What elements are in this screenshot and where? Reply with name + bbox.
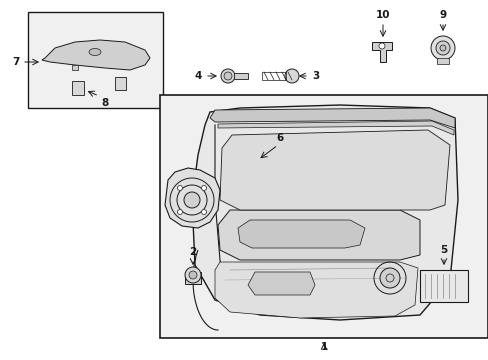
Bar bbox=[234, 73, 247, 79]
Polygon shape bbox=[184, 272, 201, 284]
Circle shape bbox=[177, 210, 182, 215]
Ellipse shape bbox=[89, 49, 101, 55]
Text: 7: 7 bbox=[13, 57, 20, 67]
Circle shape bbox=[184, 267, 201, 283]
Bar bbox=[436, 58, 448, 64]
Circle shape bbox=[435, 41, 449, 55]
Text: 5: 5 bbox=[440, 245, 447, 255]
Circle shape bbox=[430, 36, 454, 60]
Circle shape bbox=[439, 45, 445, 51]
Circle shape bbox=[221, 69, 235, 83]
Polygon shape bbox=[42, 40, 150, 70]
Polygon shape bbox=[72, 65, 78, 70]
Polygon shape bbox=[209, 108, 454, 128]
Circle shape bbox=[285, 69, 298, 83]
Bar bbox=[160, 95, 487, 338]
Polygon shape bbox=[247, 272, 314, 295]
Text: 9: 9 bbox=[439, 10, 446, 20]
Circle shape bbox=[189, 271, 197, 279]
Bar bbox=[115, 77, 126, 90]
Circle shape bbox=[224, 72, 231, 80]
Circle shape bbox=[201, 185, 206, 190]
Text: 4: 4 bbox=[194, 71, 202, 81]
Bar bbox=[72, 81, 84, 95]
Polygon shape bbox=[215, 262, 417, 318]
Circle shape bbox=[183, 192, 200, 208]
Bar bbox=[419, 270, 467, 302]
Text: 10: 10 bbox=[375, 10, 389, 20]
Circle shape bbox=[177, 185, 182, 190]
Polygon shape bbox=[371, 42, 391, 62]
Text: 1: 1 bbox=[320, 342, 327, 352]
Bar bbox=[262, 72, 285, 80]
Circle shape bbox=[201, 210, 206, 215]
Bar bbox=[28, 12, 163, 108]
Circle shape bbox=[378, 43, 384, 49]
Text: 8: 8 bbox=[101, 98, 108, 108]
Polygon shape bbox=[218, 121, 453, 135]
Polygon shape bbox=[220, 130, 449, 210]
Text: 6: 6 bbox=[276, 133, 283, 143]
Polygon shape bbox=[164, 168, 220, 228]
Text: 2: 2 bbox=[189, 247, 196, 257]
Text: 3: 3 bbox=[311, 71, 319, 81]
Polygon shape bbox=[238, 220, 364, 248]
Polygon shape bbox=[218, 210, 419, 260]
Circle shape bbox=[385, 274, 393, 282]
Polygon shape bbox=[192, 105, 457, 320]
Circle shape bbox=[379, 268, 399, 288]
